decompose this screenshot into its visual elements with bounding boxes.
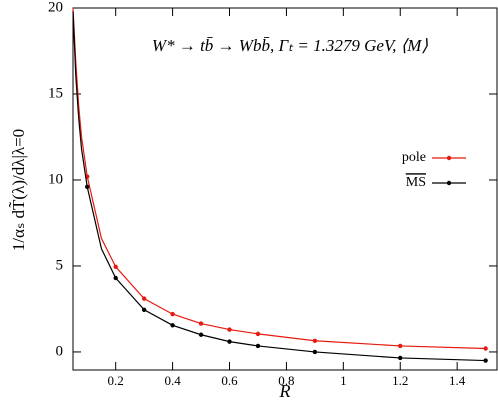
y-axis-label: 1/αₛ dT̃(λ)/dλ|λ=0 (9, 129, 28, 251)
data-point (312, 338, 318, 343)
data-point (483, 346, 488, 351)
x-axis-label: R (279, 381, 291, 401)
data-point (170, 323, 175, 328)
legend-marker (446, 180, 452, 186)
legend-label: pole (402, 150, 426, 165)
y-tick-label: 15 (48, 85, 63, 101)
annotation: W* → tb̄ → Wbb̄, Γₜ = 1.3279 GeV, ⟨M⟩ (152, 36, 429, 55)
x-tick-label: 1.2 (392, 373, 408, 388)
data-point (398, 355, 403, 361)
data-point (85, 184, 90, 190)
legend-label: MS (406, 175, 426, 190)
x-tick-label: 1.4 (449, 373, 466, 388)
data-point (113, 264, 118, 270)
data-point (198, 321, 204, 326)
data-point (255, 343, 261, 349)
y-tick-label: 0 (56, 343, 64, 359)
data-point (255, 331, 261, 337)
data-point (312, 349, 318, 355)
legend-marker (446, 155, 452, 161)
x-tick-label: 0.8 (278, 373, 294, 388)
data-point (398, 343, 403, 349)
data-point (198, 332, 204, 337)
plot-frame (72, 7, 498, 371)
data-point (141, 296, 147, 301)
y-tick-label: 20 (48, 0, 63, 15)
x-tick-label: 0.4 (164, 373, 181, 388)
x-tick-label: 0.2 (108, 373, 124, 388)
data-point (227, 339, 232, 344)
x-tick-label: 0.6 (221, 373, 238, 388)
y-tick-label: 10 (48, 171, 63, 187)
data-point (113, 275, 118, 281)
y-tick-label: 5 (56, 257, 64, 273)
x-tick-label: 1 (340, 373, 347, 388)
data-point (141, 307, 147, 313)
data-point (483, 358, 488, 363)
data-point (170, 311, 175, 317)
data-point (227, 327, 232, 332)
